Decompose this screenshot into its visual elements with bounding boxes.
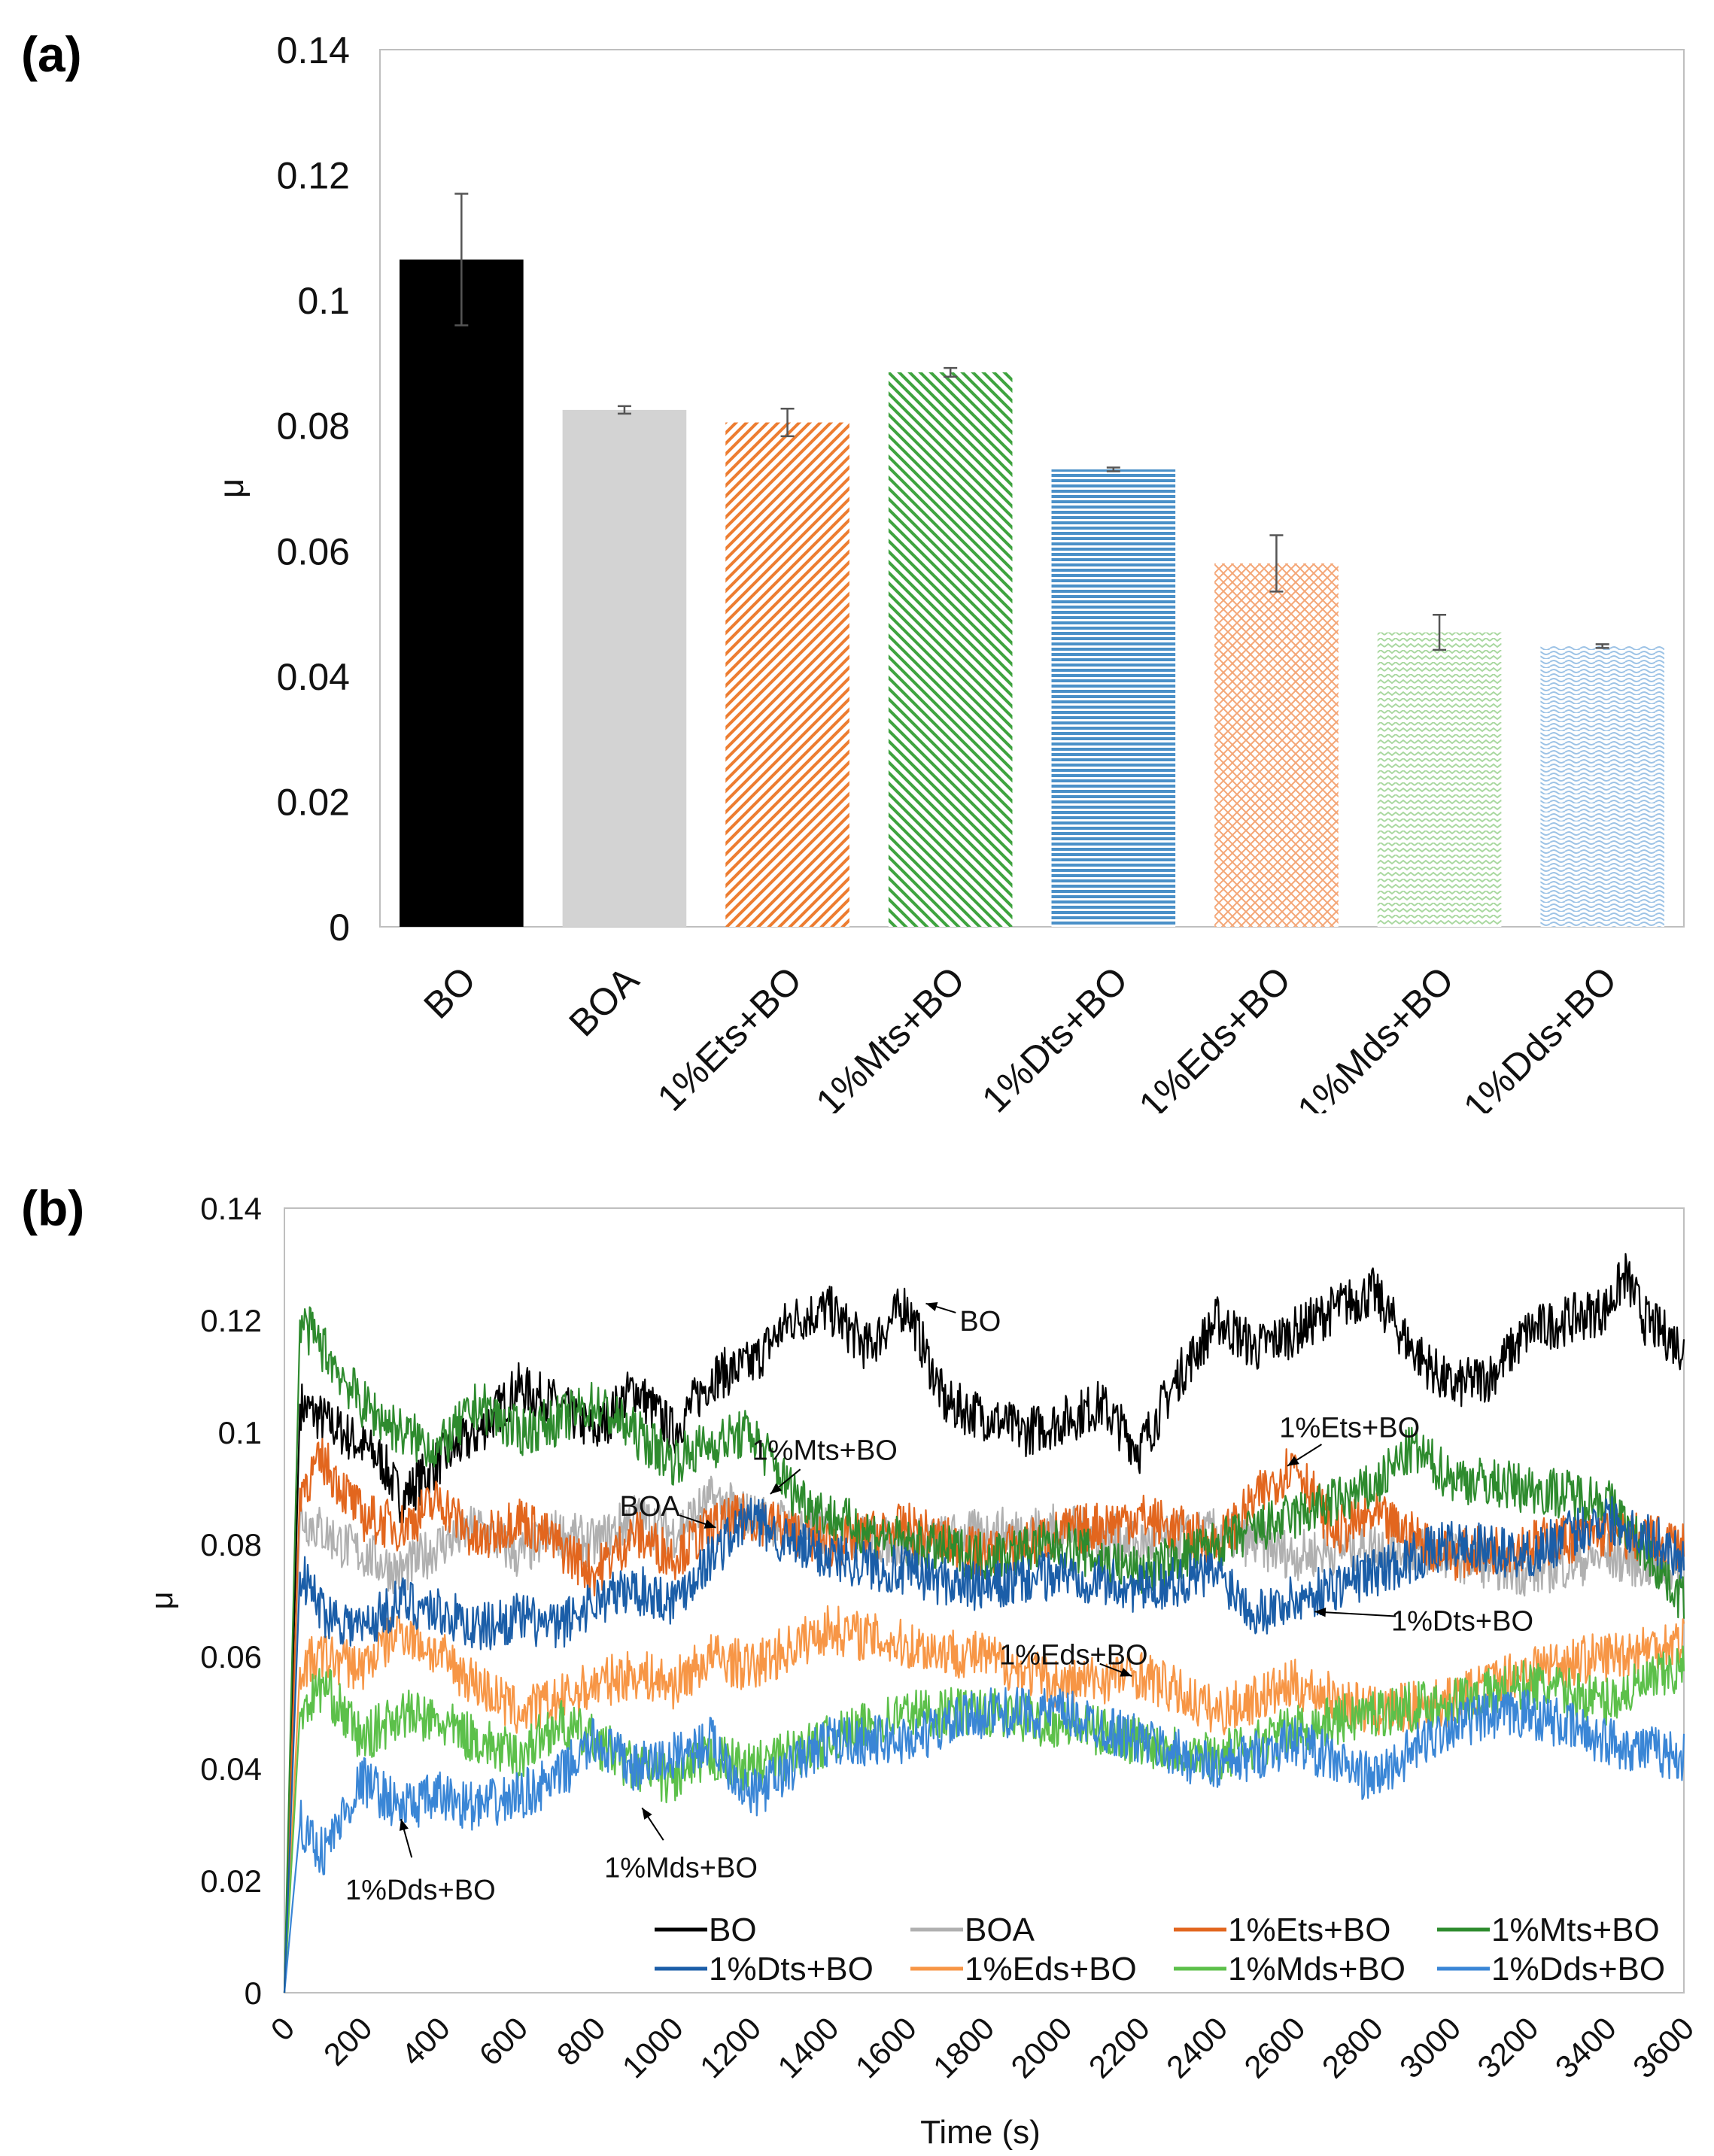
- series-line: [283, 1496, 1685, 1994]
- legend: BO BOA 1%Ets+BO 1%Mts+BO 1%Dts+BO 1%Eds+BO 1%M…: [655, 1912, 1665, 1987]
- x-axis-label: Time (s): [920, 2114, 1041, 2151]
- legend-label: BOA: [965, 1912, 1035, 1948]
- annotation-label: 1%Dts+BO: [1391, 1606, 1533, 1638]
- series-line: [283, 1253, 1685, 1994]
- x-tick-label: 1200: [693, 2010, 767, 2085]
- y-tick-label: 0.08: [277, 405, 350, 448]
- bar: [1214, 563, 1339, 927]
- x-tick-label: 2000: [1004, 2010, 1078, 2085]
- bar: [562, 409, 687, 927]
- x-tick-label: 3000: [1393, 2010, 1467, 2085]
- y-tick-label: 0.14: [277, 29, 350, 71]
- y-tick-label: 0.1: [297, 280, 350, 322]
- annotation-label: BOA: [620, 1491, 681, 1523]
- annotation-arrowhead: [1120, 1667, 1132, 1677]
- annotation-arrowhead: [704, 1520, 716, 1529]
- annotation-label: 1%Ets+BO: [1279, 1413, 1420, 1444]
- annotation-label: 1%Eds+BO: [999, 1639, 1148, 1671]
- y-tick-label: 0.04: [277, 656, 350, 698]
- x-tick-label: 3200: [1470, 2010, 1545, 2085]
- legend-label: 1%Ets+BO: [1228, 1912, 1390, 1948]
- series-line: [283, 1306, 1685, 1994]
- line-chart: 0 0.02 0.04 0.06 0.08 0.1 0.12 0.14 0 200 400 600 80…: [144, 1191, 1700, 2151]
- x-tick-label: 0: [264, 2010, 302, 2048]
- y-tick-label: 0.1: [218, 1415, 262, 1450]
- y-tick-label: 0.02: [277, 781, 350, 823]
- bar: [725, 422, 849, 927]
- x-tick-label: BOA: [561, 958, 647, 1045]
- x-tick-label: 1%Mts+BO: [808, 958, 973, 1113]
- y-tick-label: 0.12: [200, 1303, 262, 1338]
- y-tick-label: 0.06: [277, 530, 350, 572]
- annotation-label: 1%Mds+BO: [604, 1852, 758, 1884]
- legend-label: 1%Dts+BO: [709, 1951, 874, 1987]
- x-tick-label: 400: [394, 2010, 457, 2072]
- y-tick-label: 0.14: [200, 1191, 262, 1226]
- bar: [888, 372, 1013, 928]
- annotation-label: 1%Dds+BO: [345, 1875, 496, 1906]
- panel-label-a: (a): [21, 26, 82, 82]
- y-tick-label: 0.02: [200, 1863, 262, 1899]
- x-tick-label: 1%Ets+BO: [649, 958, 810, 1113]
- bar: [1540, 645, 1665, 927]
- annotation-arrowhead: [1287, 1456, 1299, 1466]
- x-tick-label: 1600: [849, 2010, 923, 2085]
- x-tick-label: 3600: [1626, 2010, 1700, 2085]
- x-tick-label: 600: [473, 2010, 535, 2072]
- bar-chart: 0 0.02 0.04 0.06 0.08 0.1 0.12 0.14 μ BO BOA 1%Ets+…: [211, 29, 1685, 1113]
- y-tick-label: 0.12: [277, 155, 350, 197]
- bar-chart-panel: (a) 0 0.02 0.04 0.06 0.08 0.1 0.12 0.14 μ BO BOA 1%…: [21, 26, 1685, 1113]
- annotation-arrowhead: [1314, 1608, 1327, 1617]
- x-tick-label: 1%Dds+BO: [1455, 958, 1624, 1113]
- x-tick-label: 200: [317, 2010, 379, 2072]
- annotation-label: BO: [959, 1306, 1001, 1338]
- plot-area-frame: [379, 49, 1685, 928]
- annotation-arrowhead: [770, 1483, 783, 1494]
- x-tick-label: 2800: [1315, 2010, 1390, 2085]
- bar: [1051, 469, 1176, 927]
- series-line: [283, 1438, 1685, 1994]
- legend-label: 1%Mts+BO: [1491, 1912, 1660, 1948]
- x-tick-label: 2400: [1159, 2010, 1234, 2085]
- legend-label: 1%Dds+BO: [1491, 1951, 1665, 1987]
- series-line: [283, 1687, 1685, 1994]
- bar: [1377, 632, 1502, 927]
- annotation-arrowhead: [399, 1819, 409, 1831]
- x-tick-label: 2200: [1082, 2010, 1156, 2085]
- annotation-arrowhead: [925, 1302, 938, 1311]
- annotation-label: 1%Mts+BO: [752, 1435, 898, 1466]
- legend-label: 1%Eds+BO: [965, 1951, 1137, 1987]
- x-tick-label: 1000: [615, 2010, 690, 2085]
- x-tick-label: 3400: [1548, 2010, 1623, 2085]
- x-tick-label: 1%Mds+BO: [1290, 958, 1462, 1113]
- legend-label: BO: [709, 1912, 757, 1948]
- y-axis-label: μ: [144, 1591, 179, 1609]
- y-axis-label: μ: [211, 478, 251, 499]
- bar: [399, 260, 524, 927]
- panel-label-b: (b): [21, 1180, 85, 1236]
- x-tick-label: 1800: [926, 2010, 1001, 2085]
- legend-label: 1%Mds+BO: [1228, 1951, 1406, 1987]
- y-tick-label: 0.04: [200, 1751, 262, 1787]
- x-tick-label: 800: [550, 2010, 612, 2072]
- x-tick-label: BO: [415, 958, 484, 1027]
- y-tick-label: 0: [329, 906, 350, 949]
- x-tick-label: 1400: [770, 2010, 845, 2085]
- annotation-arrowhead: [642, 1808, 652, 1820]
- x-tick-label: 1%Eds+BO: [1131, 958, 1299, 1113]
- line-chart-panel: (b) 0 0.02 0.04 0.06 0.08 0.1 0.12 0.14 0 200 400 6…: [0, 1158, 1714, 2156]
- x-tick-label: 1%Dts+BO: [974, 958, 1135, 1113]
- y-tick-label: 0.06: [200, 1639, 262, 1675]
- y-tick-label: 0.08: [200, 1527, 262, 1562]
- annotation-arrow-line: [1314, 1611, 1396, 1617]
- y-tick-label: 0: [245, 1975, 262, 2011]
- x-tick-label: 2600: [1237, 2010, 1311, 2085]
